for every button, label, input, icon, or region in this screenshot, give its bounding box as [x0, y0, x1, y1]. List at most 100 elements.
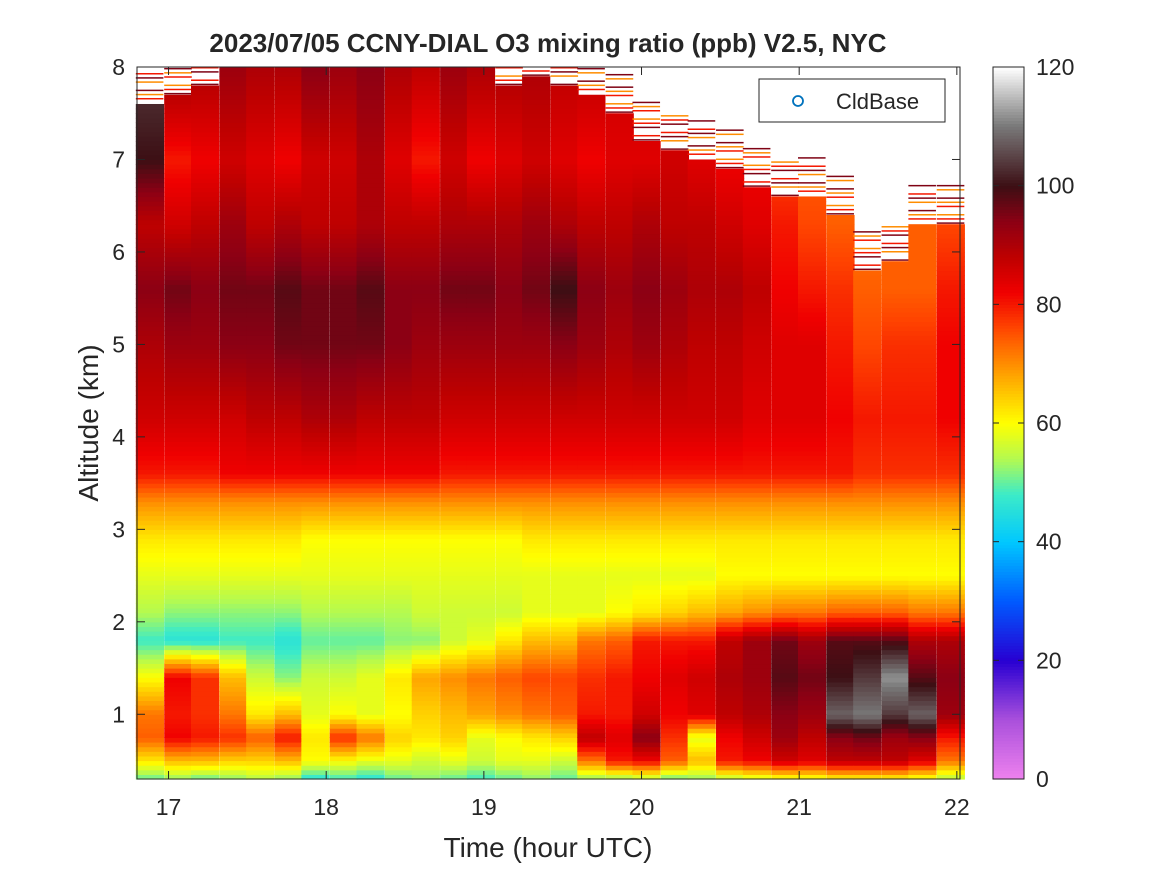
heatmap-cell	[798, 293, 827, 299]
heatmap-cell	[826, 691, 855, 697]
heatmap-cell	[742, 432, 772, 438]
heatmap-cell	[550, 247, 579, 253]
heatmap-cell	[605, 386, 634, 392]
heatmap-cell	[164, 552, 193, 558]
heatmap-cell	[577, 501, 606, 507]
heatmap-cell	[742, 543, 772, 549]
heatmap-cell	[246, 603, 275, 609]
heatmap-cell	[411, 700, 440, 706]
heatmap-cell	[135, 284, 165, 290]
heatmap-cell	[660, 691, 690, 697]
heatmap-cell	[164, 210, 193, 216]
colorbar-segment	[993, 319, 1024, 323]
heatmap-cell	[660, 261, 690, 267]
heatmap-cell	[495, 566, 524, 572]
heatmap-cell	[135, 238, 165, 244]
heatmap-cell	[135, 436, 165, 443]
heatmap-cell	[384, 413, 414, 419]
heatmap-cell	[274, 224, 303, 230]
heatmap-cell	[440, 113, 469, 119]
heatmap-cell	[219, 409, 248, 415]
noise-streak	[716, 133, 744, 136]
heatmap-cell	[908, 395, 937, 401]
heatmap-cell	[356, 492, 385, 498]
heatmap-cell	[495, 575, 524, 581]
heatmap-cell	[522, 145, 551, 151]
noise-streak	[826, 213, 854, 215]
heatmap-cell	[495, 765, 524, 771]
heatmap-cell	[605, 404, 634, 410]
heatmap-cell	[522, 242, 551, 248]
colorbar-segment	[993, 384, 1024, 388]
heatmap-cell	[577, 635, 606, 641]
heatmap-cell	[135, 455, 165, 461]
heatmap-cell	[246, 113, 275, 119]
heatmap-cell	[191, 617, 220, 623]
heatmap-cell	[742, 769, 772, 775]
heatmap-cell	[164, 164, 193, 170]
heatmap-cell	[687, 455, 716, 461]
colorbar-segment	[993, 135, 1024, 139]
colorbar-tick-label: 20	[1036, 647, 1062, 673]
noise-streak	[936, 218, 965, 220]
heatmap-cell	[577, 492, 606, 498]
heatmap-cell	[191, 464, 220, 470]
heatmap-cell	[798, 330, 827, 336]
heatmap-cell	[246, 99, 275, 105]
heatmap-cell	[274, 344, 303, 350]
noise-streak	[164, 92, 192, 95]
heatmap-cell	[135, 219, 165, 225]
heatmap-cell	[522, 737, 551, 743]
heatmap-cell	[384, 399, 414, 406]
heatmap-cell	[329, 538, 358, 544]
heatmap-cell	[495, 376, 524, 382]
heatmap-cell	[440, 191, 469, 198]
heatmap-cell	[716, 464, 745, 470]
heatmap-cell	[550, 386, 579, 392]
heatmap-cell	[826, 450, 855, 456]
heatmap-cell	[936, 668, 965, 674]
heatmap-cell	[687, 658, 716, 665]
heatmap-cell	[384, 510, 414, 517]
heatmap-cell	[632, 765, 661, 771]
heatmap-cell	[798, 279, 827, 285]
heatmap-cell	[881, 566, 910, 572]
heatmap-cell	[632, 492, 661, 498]
heatmap-cell	[881, 275, 910, 281]
heatmap-cell	[274, 566, 303, 572]
noise-streak	[716, 141, 744, 144]
heatmap-cell	[908, 376, 937, 382]
heatmap-cell	[716, 533, 745, 540]
heatmap-cell	[274, 543, 303, 549]
heatmap-cell	[522, 302, 551, 309]
heatmap-cell	[577, 298, 606, 304]
heatmap-cell	[522, 691, 551, 697]
heatmap-cell	[495, 145, 524, 151]
heatmap-cell	[466, 335, 496, 341]
heatmap-cell	[274, 390, 303, 396]
heatmap-cell	[301, 71, 330, 77]
heatmap-cell	[191, 224, 220, 230]
heatmap-cell	[826, 705, 855, 711]
heatmap-cell	[495, 228, 524, 235]
heatmap-cell	[605, 293, 634, 299]
heatmap-cell	[135, 127, 165, 133]
profile-column	[742, 147, 772, 780]
heatmap-cell	[798, 386, 827, 392]
heatmap-cell	[466, 71, 496, 77]
heatmap-cell	[908, 423, 937, 429]
heatmap-cell	[577, 316, 606, 322]
heatmap-cell	[632, 557, 661, 563]
heatmap-cell	[605, 307, 634, 313]
heatmap-cell	[881, 533, 910, 540]
heatmap-cell	[164, 473, 193, 480]
heatmap-cell	[742, 594, 772, 600]
heatmap-cell	[384, 765, 414, 771]
heatmap-cell	[853, 390, 882, 396]
heatmap-cell	[936, 617, 965, 623]
heatmap-cell	[936, 677, 965, 683]
heatmap-cell	[356, 67, 385, 73]
heatmap-cell	[384, 117, 414, 124]
heatmap-cell	[881, 390, 910, 396]
colorbar-segment	[993, 491, 1024, 495]
